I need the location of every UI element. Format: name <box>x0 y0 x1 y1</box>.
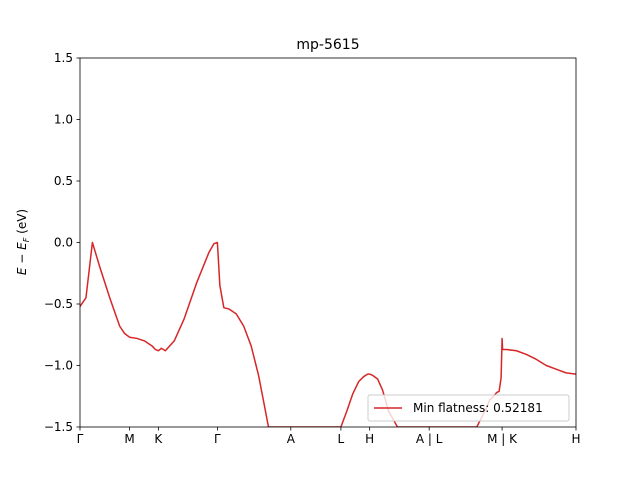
x-tick-label: M <box>124 432 134 446</box>
x-tick-label: Γ <box>214 432 221 446</box>
y-tick-label: −1.5 <box>44 420 73 434</box>
x-tick-label: A <box>287 432 296 446</box>
y-tick-label: 1.5 <box>54 51 73 65</box>
x-axis: Γ M K Γ A L H A | L M | K H <box>77 427 581 446</box>
legend-label: Min flatness: 0.52181 <box>413 401 543 415</box>
series-line <box>80 241 576 427</box>
y-axis-label-main: E − E <box>15 242 29 275</box>
x-tick-label: M | K <box>487 432 518 446</box>
x-tick-label: L <box>338 432 345 446</box>
y-tick-label: 1.0 <box>54 113 73 127</box>
y-tick-label: −1.0 <box>44 359 73 373</box>
x-tick-label: H <box>365 432 374 446</box>
x-tick-label: K <box>154 432 163 446</box>
chart-title: mp-5615 <box>296 37 359 53</box>
y-axis-label-subscript: F <box>22 237 31 242</box>
y-tick-label: −0.5 <box>44 297 73 311</box>
legend: Min flatness: 0.52181 <box>367 394 570 422</box>
y-tick-label: 0.0 <box>54 236 73 250</box>
series-layer <box>80 241 576 427</box>
y-axis: −1.5 −1.0 −0.5 0.0 0.5 1.0 1.5 <box>44 51 80 434</box>
y-axis-label: E − EF (eV) <box>15 209 31 275</box>
x-tick-label: H <box>571 432 580 446</box>
legend-box <box>367 394 570 422</box>
x-tick-label: A | L <box>416 432 443 446</box>
y-axis-label-unit: (eV) <box>15 209 29 238</box>
y-tick-label: 0.5 <box>54 174 73 188</box>
x-tick-label: Γ <box>77 432 84 446</box>
